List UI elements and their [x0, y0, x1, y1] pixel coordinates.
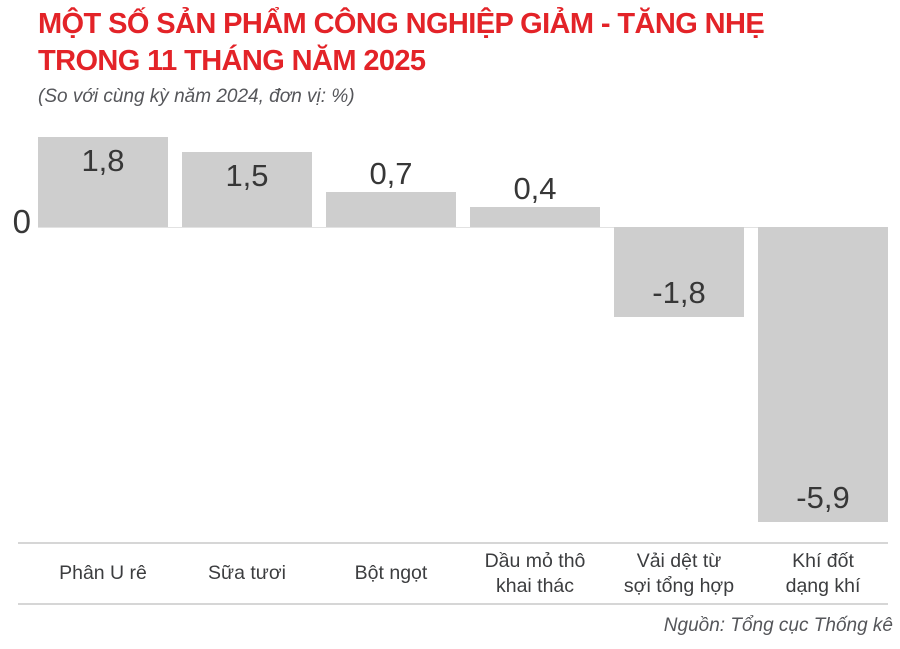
bar-value-label-3: 0,4 [513, 171, 557, 206]
bar-2 [326, 192, 456, 227]
category-label-5: Khí đốt dạng khí [751, 544, 895, 603]
category-label-2: Bột ngọt [319, 544, 463, 603]
bar-value-label-1: 1,5 [225, 158, 269, 193]
bar-4 [614, 227, 744, 317]
category-label-line: khai thác [495, 574, 575, 597]
category-label-line: sợi tổng hợp [623, 574, 735, 597]
chart-title: MỘT SỐ SẢN PHẨM CÔNG NGHIỆP GIẢM - TĂNG … [38, 6, 765, 80]
category-label-line: Bột ngọt [354, 562, 428, 584]
category-label-line: dạng khí [785, 574, 861, 597]
chart-subtitle: (So với cùng kỳ năm 2024, đơn vị: %) [38, 86, 355, 107]
bar-1 [182, 152, 312, 227]
category-label-line: Vải dệt từ [636, 549, 722, 572]
zero-axis-label: 0 [12, 203, 31, 240]
bar-0 [38, 137, 168, 227]
category-label-line: Sữa tươi [208, 562, 286, 584]
chart-title-line1: MỘT SỐ SẢN PHẨM CÔNG NGHIỆP GIẢM - TĂNG … [38, 8, 765, 40]
category-axis: Phân U rê Sữa tươi Bột ngọt Dầu mỏ thô khai … [0, 544, 900, 603]
category-label-line: Dầu mỏ thô [484, 549, 586, 572]
bar-value-label-2: 0,7 [369, 156, 413, 191]
category-label-4: Vải dệt từ sợi tổng hợp [607, 544, 751, 603]
axis-divider-top [18, 542, 888, 544]
axis-divider-bottom [18, 603, 888, 605]
category-label-0: Phân U rê [31, 544, 175, 603]
bar-5 [758, 227, 888, 522]
category-label-1: Sữa tươi [175, 544, 319, 603]
bar-value-label-4: -1,8 [652, 275, 706, 310]
zero-baseline [38, 227, 888, 228]
category-label-line: Phân U rê [59, 562, 147, 584]
bar-value-label-0: 1,8 [81, 143, 125, 178]
category-label-line: Khí đốt [792, 549, 854, 572]
chart-title-line2: TRONG 11 THÁNG NĂM 2025 [38, 45, 426, 77]
source-note: Nguồn: Tổng cục Thống kê [663, 615, 893, 636]
bar-value-label-5: -5,9 [796, 480, 850, 515]
bar-3 [470, 207, 600, 227]
category-label-3: Dầu mỏ thô khai thác [463, 544, 607, 603]
